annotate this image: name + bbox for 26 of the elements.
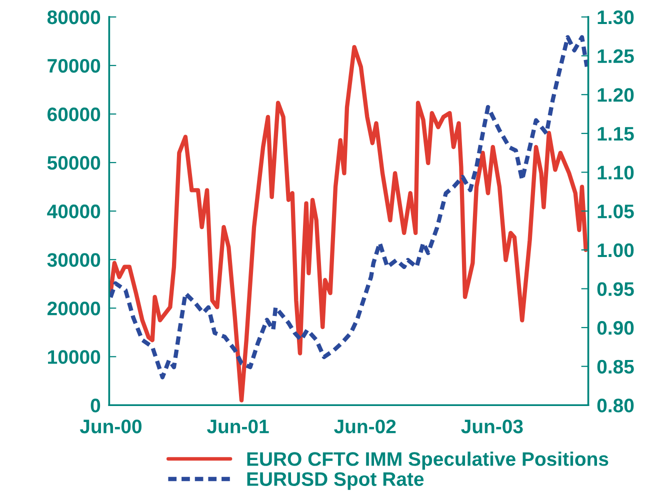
y2-tick-label: 1.30 <box>598 10 634 24</box>
y2-tick-label: 0.95 <box>597 282 634 296</box>
y-tick-label: 70000 <box>48 58 100 73</box>
y2-tick-label: 1.00 <box>598 243 634 258</box>
y-tick-label: 80000 <box>47 10 100 24</box>
x-tick-label: Jun-01 <box>206 420 269 434</box>
x-tick-label: Jun-02 <box>334 420 396 434</box>
y2-tick-label: 0.85 <box>597 360 634 374</box>
x-tick-label: Jun-00 <box>80 420 142 434</box>
y2-tick-label: 1.10 <box>598 166 634 180</box>
legend-label: EURUSD Spot Rate <box>247 472 424 490</box>
y-tick-label: 40000 <box>47 204 100 218</box>
y2-tick-label: 1.25 <box>598 49 634 64</box>
y-tick-label: 60000 <box>48 107 100 122</box>
legend-label: EURO CFTC IMM Speculative Positions <box>247 452 608 470</box>
y2-tick-label: 1.20 <box>598 88 634 102</box>
y2-tick-label: 0.80 <box>597 398 634 412</box>
y-tick-label: 10000 <box>48 350 100 364</box>
y-tick-label: 20000 <box>47 302 100 316</box>
y2-tick-label: 1.15 <box>598 127 634 141</box>
y-tick-label: 0 <box>90 398 100 412</box>
x-tick-label: Jun-03 <box>461 420 523 434</box>
y2-tick-label: 0.90 <box>597 321 634 335</box>
y-tick-label: 30000 <box>47 253 100 267</box>
y2-tick-label: 1.05 <box>598 204 634 218</box>
y-tick-label: 50000 <box>47 156 100 170</box>
